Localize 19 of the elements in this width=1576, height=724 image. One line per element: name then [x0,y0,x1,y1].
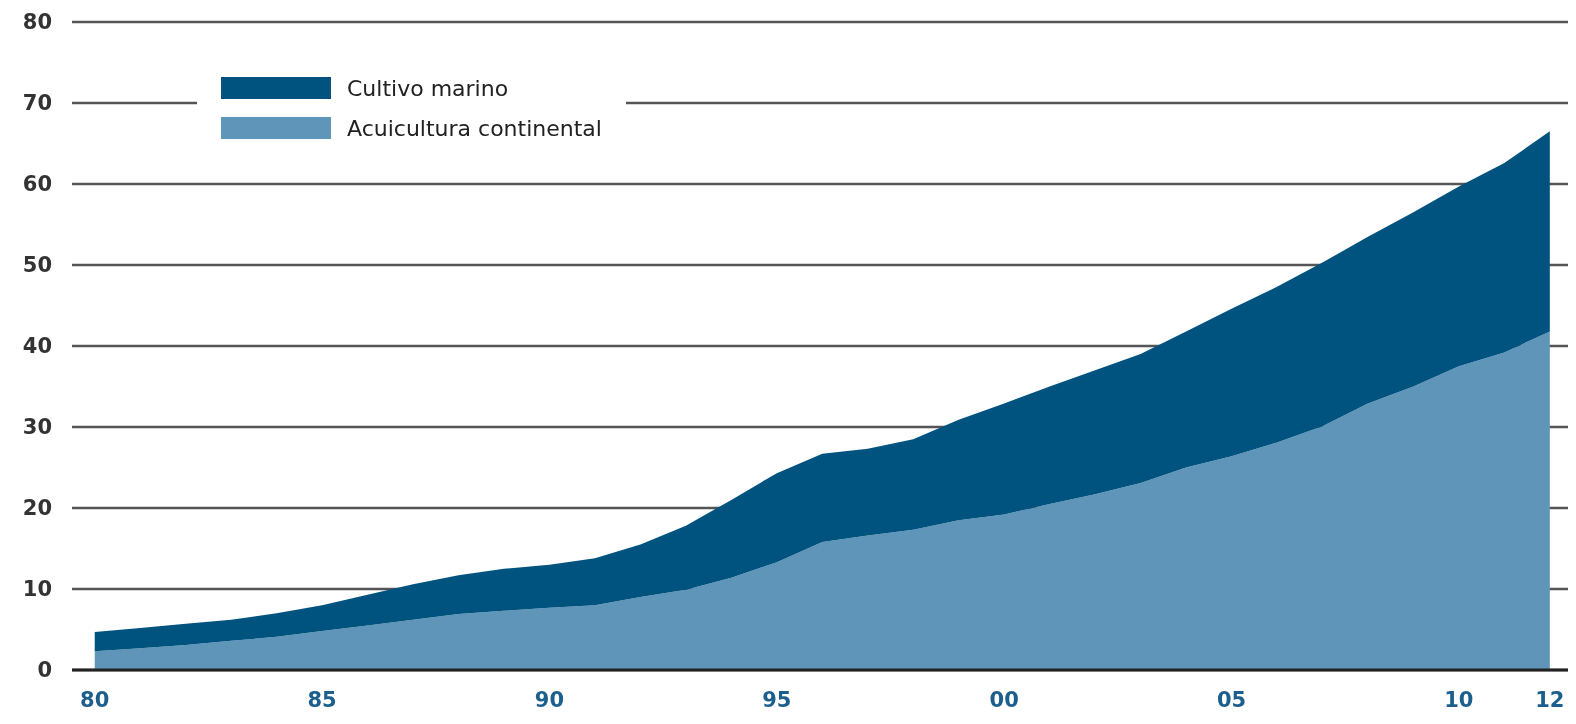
y-tick-label: 40 [22,334,52,359]
y-tick-label: 60 [22,172,52,197]
y-tick-label: 80 [22,10,52,35]
y-tick-label: 10 [22,577,52,602]
x-tick-label: 10 [1444,687,1474,712]
x-tick-label: 80 [80,687,110,712]
y-tick-label: 30 [22,415,52,440]
y-tick-label: 50 [22,253,52,278]
x-tick-label: 05 [1216,687,1247,712]
x-tick-label: 12 [1535,687,1565,712]
legend-label: Acuicultura continental [347,115,602,141]
y-tick-label: 0 [37,658,52,683]
x-tick-label: 95 [762,687,792,712]
y-tick-label: 70 [22,91,52,116]
legend-label: Cultivo marino [347,75,509,101]
y-tick-label: 20 [22,496,52,521]
x-tick-label: 85 [307,687,337,712]
x-tick-label: 00 [989,687,1019,712]
x-tick-label: 90 [534,687,565,712]
